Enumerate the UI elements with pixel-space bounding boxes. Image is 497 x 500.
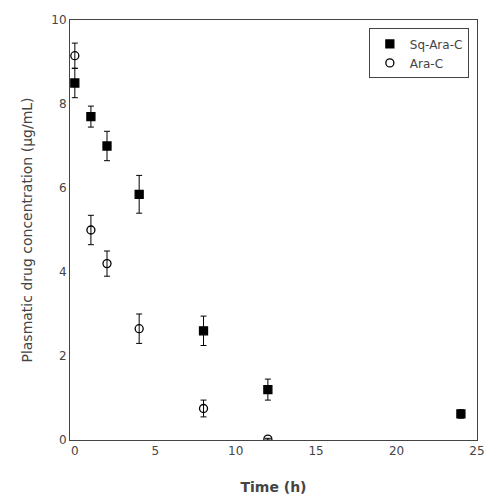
svg-text:0: 0 xyxy=(59,433,67,447)
svg-text:Time (h): Time (h) xyxy=(240,479,306,495)
svg-text:Plasmatic drug concentration (: Plasmatic drug concentration (µg/mL) xyxy=(19,97,35,362)
svg-text:0: 0 xyxy=(71,444,79,458)
svg-text:5: 5 xyxy=(151,444,159,458)
svg-text:25: 25 xyxy=(469,444,484,458)
svg-text:10: 10 xyxy=(51,13,66,27)
svg-text:10: 10 xyxy=(228,444,243,458)
svg-text:2: 2 xyxy=(59,349,67,363)
svg-text:8: 8 xyxy=(59,97,67,111)
svg-text:Sq-Ara-C: Sq-Ara-C xyxy=(410,38,463,52)
svg-text:6: 6 xyxy=(59,181,67,195)
svg-text:4: 4 xyxy=(59,265,67,279)
svg-text:20: 20 xyxy=(389,444,404,458)
svg-text:Ara-C: Ara-C xyxy=(410,57,443,71)
svg-text:15: 15 xyxy=(308,444,323,458)
